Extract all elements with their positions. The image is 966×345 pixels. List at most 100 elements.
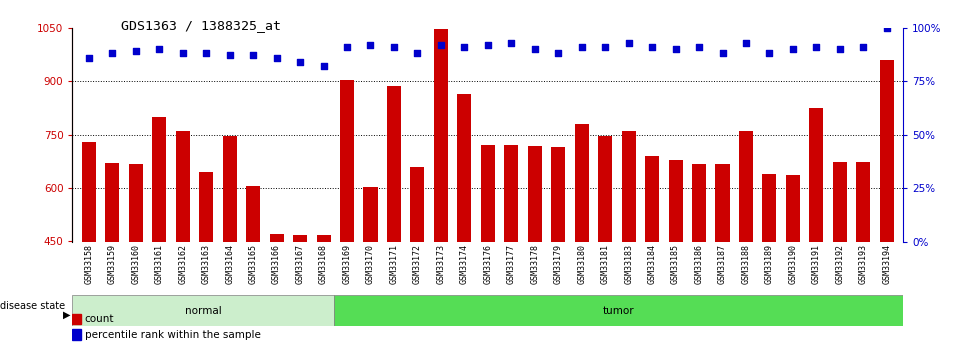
Text: GSM33163: GSM33163	[202, 244, 211, 284]
Text: GSM33184: GSM33184	[647, 244, 657, 284]
Point	[81, 55, 97, 60]
Bar	[72, 329, 81, 340]
Point	[386, 44, 402, 50]
Bar	[363, 187, 378, 345]
Text: count: count	[85, 314, 114, 324]
Point	[339, 44, 355, 50]
Point	[785, 46, 801, 52]
Bar	[762, 174, 777, 345]
Point	[128, 48, 144, 54]
Text: GSM33162: GSM33162	[179, 244, 187, 284]
Text: tumor: tumor	[603, 306, 635, 315]
Bar	[552, 147, 565, 345]
Text: GSM33167: GSM33167	[296, 244, 304, 284]
Point	[574, 44, 589, 50]
Text: GSM33177: GSM33177	[507, 244, 516, 284]
Point	[152, 46, 167, 52]
Point	[198, 50, 213, 56]
Bar	[716, 164, 729, 345]
Bar	[105, 163, 120, 345]
Bar	[128, 164, 143, 345]
Text: GSM33171: GSM33171	[389, 244, 398, 284]
Text: GSM33158: GSM33158	[84, 244, 94, 284]
Point	[644, 44, 660, 50]
Bar	[333, 295, 903, 326]
Bar	[176, 131, 189, 345]
Text: percentile rank within the sample: percentile rank within the sample	[85, 330, 261, 340]
Text: GSM33178: GSM33178	[530, 244, 539, 284]
Bar	[199, 172, 213, 345]
Text: ▶: ▶	[63, 310, 71, 320]
Bar	[668, 159, 683, 345]
Text: GSM33176: GSM33176	[483, 244, 493, 284]
Text: GSM33169: GSM33169	[343, 244, 352, 284]
Text: GSM33166: GSM33166	[272, 244, 281, 284]
Bar	[527, 146, 542, 345]
Point	[363, 42, 379, 48]
Point	[809, 44, 824, 50]
Text: GSM33173: GSM33173	[437, 244, 445, 284]
Bar	[504, 145, 519, 345]
Bar	[246, 186, 260, 345]
Bar	[72, 295, 333, 326]
Point	[738, 40, 753, 45]
Text: GSM33191: GSM33191	[811, 244, 821, 284]
Bar	[810, 108, 823, 345]
Bar	[82, 142, 96, 345]
Text: GSM33168: GSM33168	[319, 244, 328, 284]
Text: GSM33194: GSM33194	[882, 244, 892, 284]
Point	[762, 50, 778, 56]
Bar	[481, 145, 495, 345]
Bar	[621, 131, 636, 345]
Bar	[293, 235, 307, 345]
Text: disease state: disease state	[0, 301, 65, 311]
Bar	[833, 162, 847, 345]
Text: GSM33188: GSM33188	[742, 244, 751, 284]
Point	[597, 44, 612, 50]
Bar	[72, 314, 81, 324]
Point	[715, 50, 730, 56]
Text: GSM33160: GSM33160	[131, 244, 140, 284]
Text: GSM33187: GSM33187	[718, 244, 727, 284]
Text: GSM33183: GSM33183	[624, 244, 633, 284]
Text: GSM33165: GSM33165	[248, 244, 258, 284]
Bar	[880, 60, 894, 345]
Bar	[340, 80, 355, 345]
Bar	[387, 86, 401, 345]
Text: GSM33179: GSM33179	[554, 244, 563, 284]
Point	[551, 50, 566, 56]
Bar	[317, 235, 330, 345]
Bar	[856, 162, 870, 345]
Text: GSM33193: GSM33193	[859, 244, 867, 284]
Point	[527, 46, 543, 52]
Point	[457, 44, 472, 50]
Text: GSM33159: GSM33159	[108, 244, 117, 284]
Point	[832, 46, 847, 52]
Text: GSM33164: GSM33164	[225, 244, 234, 284]
Text: GSM33189: GSM33189	[765, 244, 774, 284]
Point	[621, 40, 637, 45]
Bar	[645, 156, 659, 345]
Text: GSM33181: GSM33181	[601, 244, 610, 284]
Text: GSM33190: GSM33190	[788, 244, 797, 284]
Bar	[692, 164, 706, 345]
Point	[480, 42, 496, 48]
Point	[503, 40, 519, 45]
Point	[668, 46, 683, 52]
Text: GSM33161: GSM33161	[155, 244, 164, 284]
Text: GSM33172: GSM33172	[412, 244, 422, 284]
Point	[245, 53, 261, 58]
Point	[104, 50, 120, 56]
Bar	[434, 29, 448, 345]
Point	[293, 59, 308, 65]
Point	[879, 25, 895, 30]
Text: GSM33174: GSM33174	[460, 244, 469, 284]
Point	[410, 50, 425, 56]
Point	[692, 44, 707, 50]
Point	[856, 44, 871, 50]
Point	[175, 50, 190, 56]
Bar	[598, 136, 612, 345]
Bar	[411, 167, 424, 345]
Bar	[222, 136, 237, 345]
Text: GSM33185: GSM33185	[671, 244, 680, 284]
